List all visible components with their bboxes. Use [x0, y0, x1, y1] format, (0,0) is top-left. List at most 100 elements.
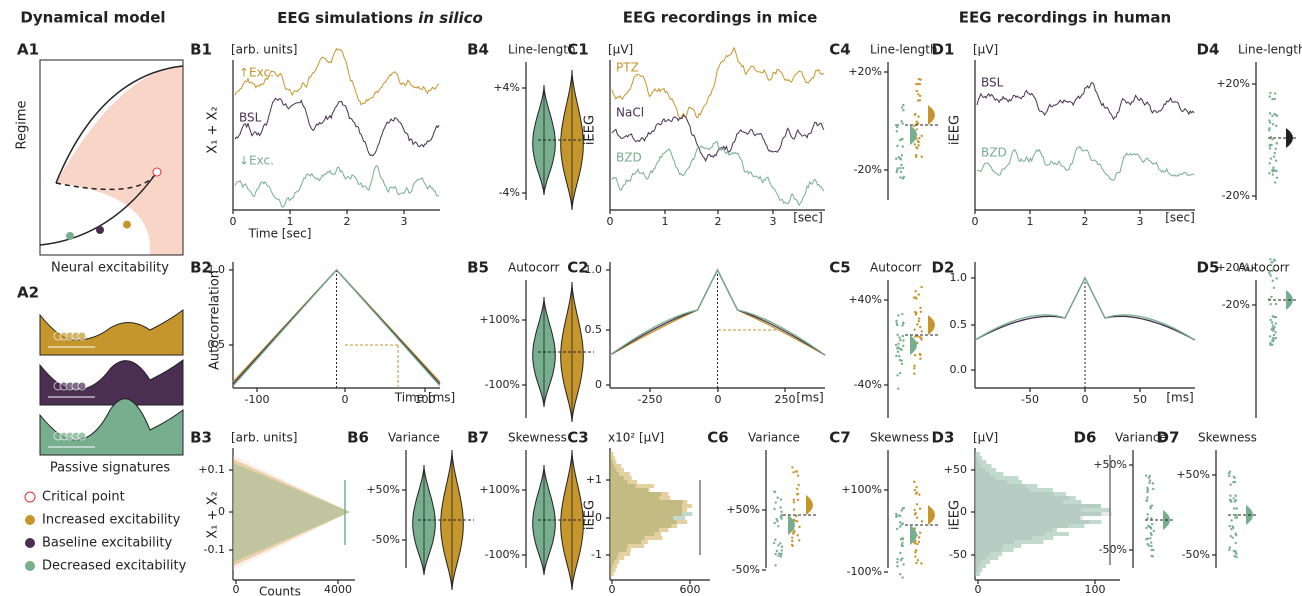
label: Skewness: [870, 431, 929, 445]
data-point: [899, 551, 902, 555]
data-point: [1231, 536, 1234, 539]
data-point: [895, 322, 898, 325]
data-point: [915, 516, 919, 519]
data-point: [920, 336, 923, 340]
histogram-bar: [610, 572, 614, 576]
data-point: [796, 498, 800, 502]
label: 0: [715, 393, 722, 406]
histogram-bar: [610, 464, 622, 468]
histogram-bar: [975, 564, 986, 568]
label: +0.1: [198, 463, 225, 476]
data-point: [797, 483, 800, 487]
histogram: [233, 459, 350, 566]
data-point: [896, 123, 900, 127]
data-point: [913, 354, 917, 357]
histogram-bar: [610, 468, 624, 472]
data-point: [913, 310, 917, 314]
data-point: [1228, 524, 1232, 528]
data-point: [898, 358, 902, 362]
data-point: [1272, 329, 1275, 332]
label: Variance: [388, 431, 440, 445]
label: 2: [1082, 215, 1089, 228]
histogram-bar: [610, 500, 683, 504]
data-point: [899, 573, 902, 576]
label: 0.5: [950, 318, 968, 331]
data-point: [901, 537, 904, 540]
label: +20%: [848, 65, 882, 78]
data-point: [1151, 555, 1154, 558]
histogram-bar: [610, 492, 662, 496]
label: 3: [770, 215, 777, 228]
data-point: [1268, 335, 1272, 338]
data-point: [901, 557, 904, 560]
data-point: [1269, 91, 1272, 95]
data-point: [902, 344, 905, 347]
histogram-bar: [610, 488, 648, 492]
signal-trace: [234, 164, 440, 208]
histogram-bar: [610, 504, 693, 508]
data-point: [898, 336, 901, 339]
data-point: [1270, 261, 1273, 264]
data-point: [1268, 271, 1271, 275]
label: B2: [190, 259, 212, 277]
label: [arb. units]: [231, 43, 297, 57]
histogram-bar: [975, 472, 990, 476]
data-point: [779, 498, 783, 501]
histogram-bar: [610, 456, 612, 460]
data-point: [915, 89, 918, 93]
histogram-bar: [975, 468, 986, 472]
label: Decreased excitability: [42, 559, 187, 574]
histogram-bar: [610, 532, 661, 536]
data-point: [1275, 124, 1278, 128]
label: [ms]: [796, 391, 823, 405]
histogram-bar: [975, 476, 996, 480]
label: Skewness: [1198, 431, 1257, 445]
data-point: [1272, 286, 1276, 290]
trace-label: BSL: [981, 76, 1004, 90]
data-point: [917, 540, 921, 544]
label: -20%: [1222, 189, 1250, 202]
data-point: [1275, 176, 1279, 180]
data-point: [1146, 543, 1149, 546]
data-point: [899, 170, 903, 174]
data-point: [913, 328, 916, 331]
autocorr-curve: [232, 269, 441, 387]
data-point: [901, 145, 904, 148]
histogram-bar: [975, 456, 983, 460]
histogram-bar: [610, 568, 612, 572]
trace-label: BZD: [981, 146, 1007, 160]
data-point: [899, 138, 902, 142]
data-point: [1268, 162, 1271, 165]
histogram-bar: [975, 512, 1113, 516]
data-point: [1152, 529, 1156, 533]
label: -250: [638, 393, 663, 406]
label: A1: [17, 41, 39, 59]
label: Variance: [748, 431, 800, 445]
data-point: [1146, 488, 1150, 492]
histogram-bar: [975, 544, 1022, 548]
histogram-bar: [975, 504, 1102, 508]
label: -50: [1021, 393, 1039, 406]
signal-trace: [611, 141, 825, 207]
data-point: [1268, 95, 1271, 98]
data-point: [1234, 541, 1237, 545]
column-header: Dynamical model: [20, 9, 165, 27]
data-point: [915, 128, 918, 131]
data-point: [1270, 321, 1274, 324]
data-point: [900, 163, 903, 167]
effect-size: [928, 105, 935, 125]
histogram-bar: [610, 496, 660, 500]
data-point: [897, 346, 900, 349]
header-text: EEG simulations: [277, 9, 413, 27]
data-point: [901, 541, 904, 545]
data-point: [1148, 481, 1151, 485]
data-point: [1268, 127, 1271, 130]
data-point: [1275, 142, 1279, 145]
data-point: [918, 536, 921, 539]
data-point: [918, 82, 922, 86]
histogram-bar: [610, 524, 672, 528]
data-point: [777, 525, 780, 528]
data-point: [1271, 279, 1274, 282]
data-point: [1268, 143, 1272, 147]
data-point: [1149, 505, 1152, 509]
